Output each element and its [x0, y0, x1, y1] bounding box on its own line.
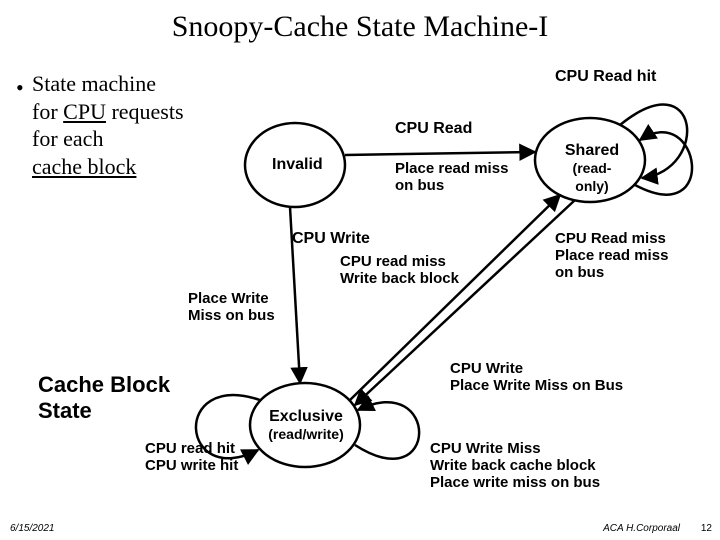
ss1: CPU Read miss [555, 230, 666, 247]
prm2: on bus [395, 177, 444, 194]
pwm1: Place Write [188, 290, 269, 307]
edge-shared-self-top [620, 105, 687, 178]
ste2: Place Write Miss on Bus [450, 377, 623, 394]
esr2: Write back cache block [430, 457, 596, 474]
prm1: Place read miss [395, 160, 508, 177]
lbl-shared-self: CPU Read miss Place read miss on bus [555, 230, 668, 281]
esl1: CPU read hit [145, 440, 235, 457]
ste1: CPU Write [450, 360, 523, 377]
crm-b: Write back block [340, 270, 459, 287]
exclusive-label: Exclusive (read/write) [266, 408, 346, 444]
lbl-place-write-miss: Place Write Miss on bus [188, 290, 275, 324]
excl-l1: Exclusive [269, 408, 343, 425]
esr1: CPU Write Miss [430, 440, 541, 457]
crm-a: CPU read miss [340, 253, 446, 270]
esr3: Place write miss on bus [430, 474, 600, 491]
lbl-cpu-write: CPU Write [292, 230, 370, 248]
edge-exclusive-self-right [355, 402, 419, 459]
lbl-shared-to-excl: CPU Write Place Write Miss on Bus [450, 360, 623, 394]
invalid-label: Invalid [272, 156, 323, 174]
footer-right: ACA H.Corporaal [603, 523, 680, 534]
lbl-cpu-read-hit: CPU Read hit [555, 68, 656, 86]
esl2: CPU write hit [145, 457, 238, 474]
cbs2: State [38, 398, 92, 423]
footer-date: 6/15/2021 [10, 523, 55, 534]
shared-l2: (read-only) [573, 160, 612, 194]
pwm2: Miss on bus [188, 307, 275, 324]
lbl-place-read-miss: Place read miss on bus [395, 160, 508, 194]
ss3: on bus [555, 264, 604, 281]
footer-page: 12 [701, 523, 712, 534]
edge-invalid-shared [345, 152, 535, 155]
lbl-excl-self-left: CPU read hit CPU write hit [145, 440, 238, 474]
cbs1: Cache Block [38, 372, 170, 397]
edge-shared-self-right [635, 132, 692, 194]
cache-block-state: Cache Block State [38, 372, 170, 424]
lbl-excl-self-right: CPU Write Miss Write back cache block Pl… [430, 440, 600, 491]
shared-label: Shared (read-only) [562, 142, 622, 196]
ss2: Place read miss [555, 247, 668, 264]
shared-l1: Shared [565, 142, 619, 159]
lbl-cpu-read: CPU Read [395, 120, 472, 138]
excl-l2: (read/write) [268, 426, 343, 442]
lbl-cpu-read-miss-wb: CPU read miss Write back block [340, 253, 459, 287]
